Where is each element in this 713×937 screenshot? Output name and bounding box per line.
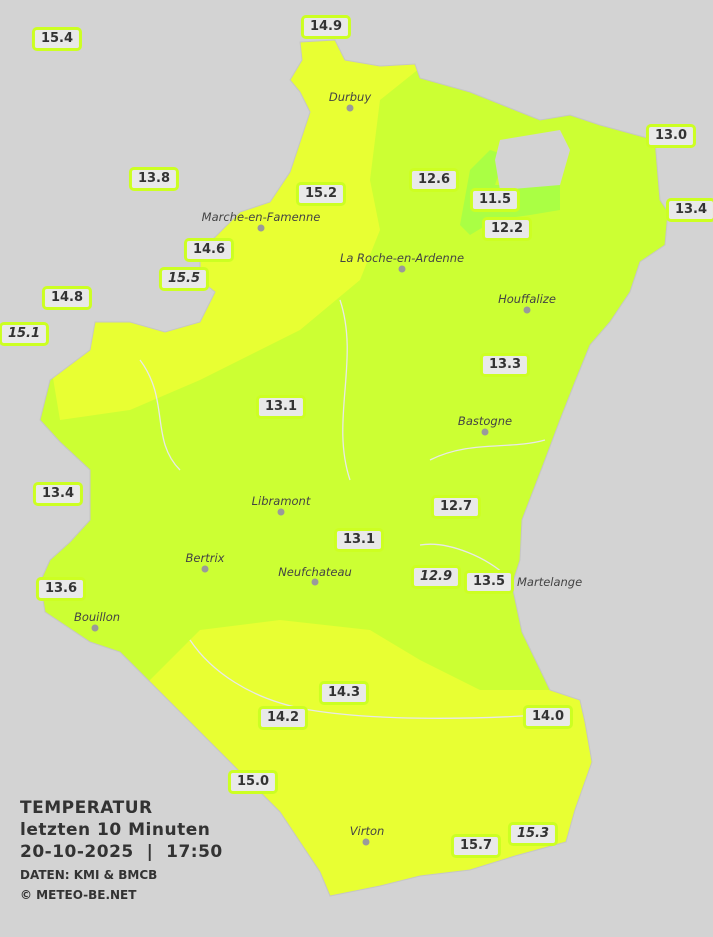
reading-label: 15.3 bbox=[507, 822, 559, 846]
legend-datetime: 20-10-2025 | 17:50 bbox=[20, 842, 223, 862]
reading-label: 13.4 bbox=[665, 198, 713, 222]
reading-label: 14.9 bbox=[300, 15, 352, 39]
reading-label: 13.1 bbox=[255, 395, 307, 419]
reading-label: 15.1 bbox=[0, 322, 50, 346]
reading-label: 15.4 bbox=[31, 27, 83, 51]
reading-label: 12.9 bbox=[410, 565, 462, 589]
outside-notch bbox=[495, 130, 570, 190]
reading-label: 15.2 bbox=[295, 182, 347, 206]
reading-label: 12.7 bbox=[430, 495, 482, 519]
reading-label: 14.3 bbox=[318, 681, 370, 705]
reading-label: 14.6 bbox=[183, 238, 235, 262]
reading-label: 13.1 bbox=[333, 528, 385, 552]
reading-label: 14.8 bbox=[41, 286, 93, 310]
legend-title: TEMPERATUR bbox=[20, 798, 153, 818]
legend-subtitle: letzten 10 Minuten bbox=[20, 820, 211, 840]
reading-label: 15.7 bbox=[450, 834, 502, 858]
reading-label: 13.3 bbox=[479, 353, 531, 377]
reading-label: 15.5 bbox=[158, 267, 210, 291]
reading-label: 13.6 bbox=[35, 577, 87, 601]
legend-source: DATEN: KMI & BMCB bbox=[20, 868, 158, 882]
reading-label: 12.2 bbox=[481, 217, 533, 241]
reading-label: 15.0 bbox=[227, 770, 279, 794]
reading-label: 14.0 bbox=[522, 705, 574, 729]
reading-label: 14.2 bbox=[257, 706, 309, 730]
reading-label: 13.5 bbox=[463, 570, 515, 594]
reading-label: 13.4 bbox=[32, 482, 84, 506]
reading-label: 11.5 bbox=[469, 188, 521, 212]
reading-label: 12.6 bbox=[408, 168, 460, 192]
legend-copyright: © METEO-BE.NET bbox=[20, 888, 137, 902]
reading-label: 13.0 bbox=[645, 124, 697, 148]
map-legend: TEMPERATUR letzten 10 Minuten 20-10-2025… bbox=[20, 797, 223, 905]
reading-label: 13.8 bbox=[128, 167, 180, 191]
river bbox=[139, 299, 546, 719]
